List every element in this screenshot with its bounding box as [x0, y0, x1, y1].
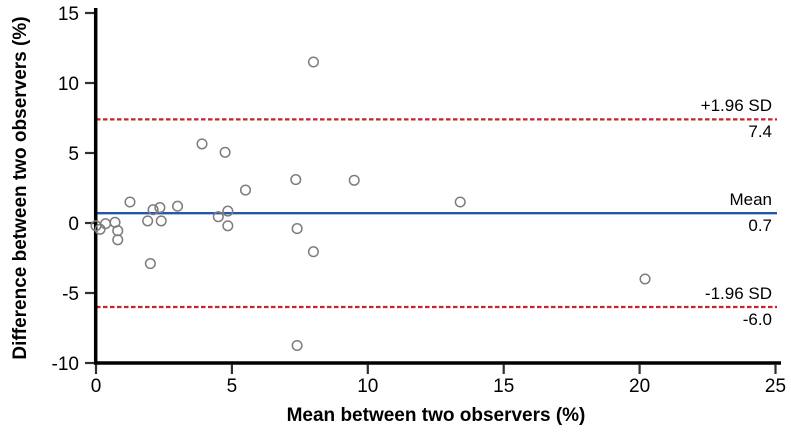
x-tick-label: 25 [765, 376, 786, 397]
data-point [124, 196, 136, 208]
data-point [291, 339, 303, 352]
data-point [112, 234, 124, 246]
y-tick-label: 15 [58, 4, 79, 25]
data-point [212, 211, 224, 223]
lower_loa-value: -6.0 [742, 310, 772, 329]
x-tick-label: 5 [227, 376, 238, 397]
data-point [307, 56, 319, 68]
lower_loa-label: -1.96 SD [704, 284, 772, 303]
data-point [290, 174, 302, 186]
mean-label: Mean [729, 190, 772, 210]
data-point [639, 273, 651, 285]
upper_loa-label: +1.96 SD [700, 96, 772, 116]
upper_loa-value: 7.4 [748, 122, 772, 142]
y-axis-title: Difference between two observers (%) [10, 16, 31, 360]
data-point [219, 146, 231, 158]
data-point [222, 205, 234, 217]
data-point [142, 215, 154, 227]
x-tick-label: 10 [357, 376, 378, 397]
x-tick-label: 20 [629, 376, 650, 397]
data-point [454, 196, 466, 208]
data-point [307, 246, 319, 258]
data-point [222, 220, 234, 232]
y-tick-label: 5 [68, 144, 79, 165]
data-point [155, 215, 167, 227]
x-tick-label: 0 [91, 376, 102, 397]
y-tick-label: -10 [52, 354, 79, 375]
data-point [196, 138, 208, 150]
data-point [171, 200, 184, 212]
data-point [144, 258, 156, 270]
data-point [348, 174, 360, 186]
y-tick-label: -5 [62, 284, 79, 305]
data-point [291, 223, 303, 235]
data-point [154, 202, 166, 214]
data-point [239, 184, 252, 196]
x-tick-label: 15 [493, 376, 514, 397]
data-point [112, 225, 124, 237]
y-tick-label: 0 [68, 214, 79, 235]
x-axis-title: Mean between two observers (%) [286, 405, 586, 426]
data-point [147, 204, 159, 216]
y-tick-label: 10 [58, 74, 79, 95]
data-point [99, 218, 112, 230]
mean-value: 0.7 [748, 216, 772, 236]
